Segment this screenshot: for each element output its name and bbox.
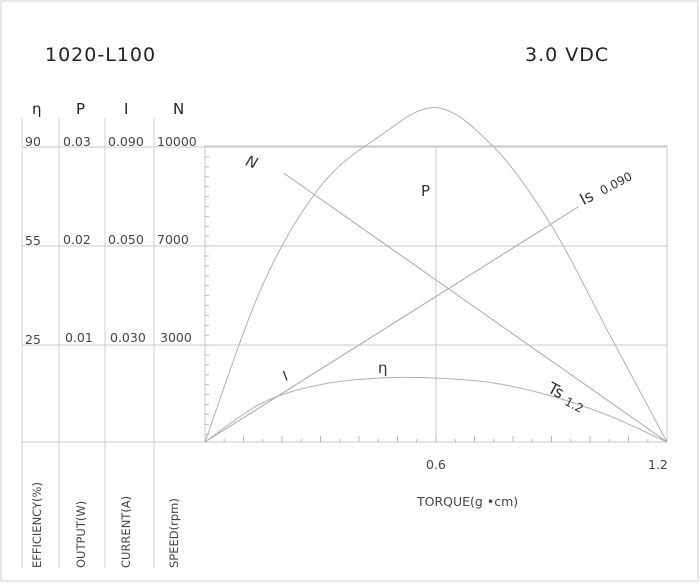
- efficiency-symbol: η: [32, 100, 42, 118]
- spd-tick-10000: 10000: [157, 134, 197, 149]
- output-curve-p: [204, 107, 668, 443]
- eff-tick-90: 90: [25, 134, 41, 149]
- x-tick-1-2: 1.2: [648, 457, 668, 472]
- i-curve-label: I: [281, 368, 290, 384]
- is-label: Is: [576, 186, 596, 209]
- x-minor-ticks: [223, 436, 649, 442]
- n-curve-label: N: [243, 152, 260, 173]
- cur-tick-0050: 0.050: [108, 232, 144, 247]
- p-curve-label: P: [421, 182, 430, 200]
- is-value: 0.090: [598, 169, 635, 197]
- cur-tick-0090: 0.090: [108, 134, 144, 149]
- x-axis-label: TORQUE(g •cm): [417, 494, 519, 509]
- speed-line-n: [283, 172, 668, 443]
- efficiency-curve-eta: [204, 376, 668, 443]
- x-tick-0-6: 0.6: [426, 457, 446, 472]
- out-tick-001: 0.01: [65, 330, 93, 345]
- eff-tick-25: 25: [25, 332, 41, 347]
- spd-tick-3000: 3000: [160, 330, 192, 345]
- ts-label: Ts: [544, 378, 567, 403]
- model-title: 1020-L100: [45, 44, 157, 66]
- out-tick-002: 0.02: [63, 232, 91, 247]
- voltage-label: 3.0 VDC: [525, 44, 610, 66]
- spd-tick-7000: 7000: [157, 232, 189, 247]
- eta-curve-label: η: [378, 359, 388, 377]
- output-symbol: P: [76, 100, 86, 118]
- speed-symbol: N: [173, 100, 185, 118]
- cur-tick-0030: 0.030: [110, 330, 146, 345]
- eff-tick-55: 55: [25, 233, 41, 248]
- ts-value: 1.2: [562, 394, 585, 415]
- y-minor-ticks: [205, 156, 209, 435]
- current-line-i: [204, 206, 579, 443]
- current-symbol: I: [124, 100, 129, 118]
- out-tick-003: 0.03: [63, 134, 91, 149]
